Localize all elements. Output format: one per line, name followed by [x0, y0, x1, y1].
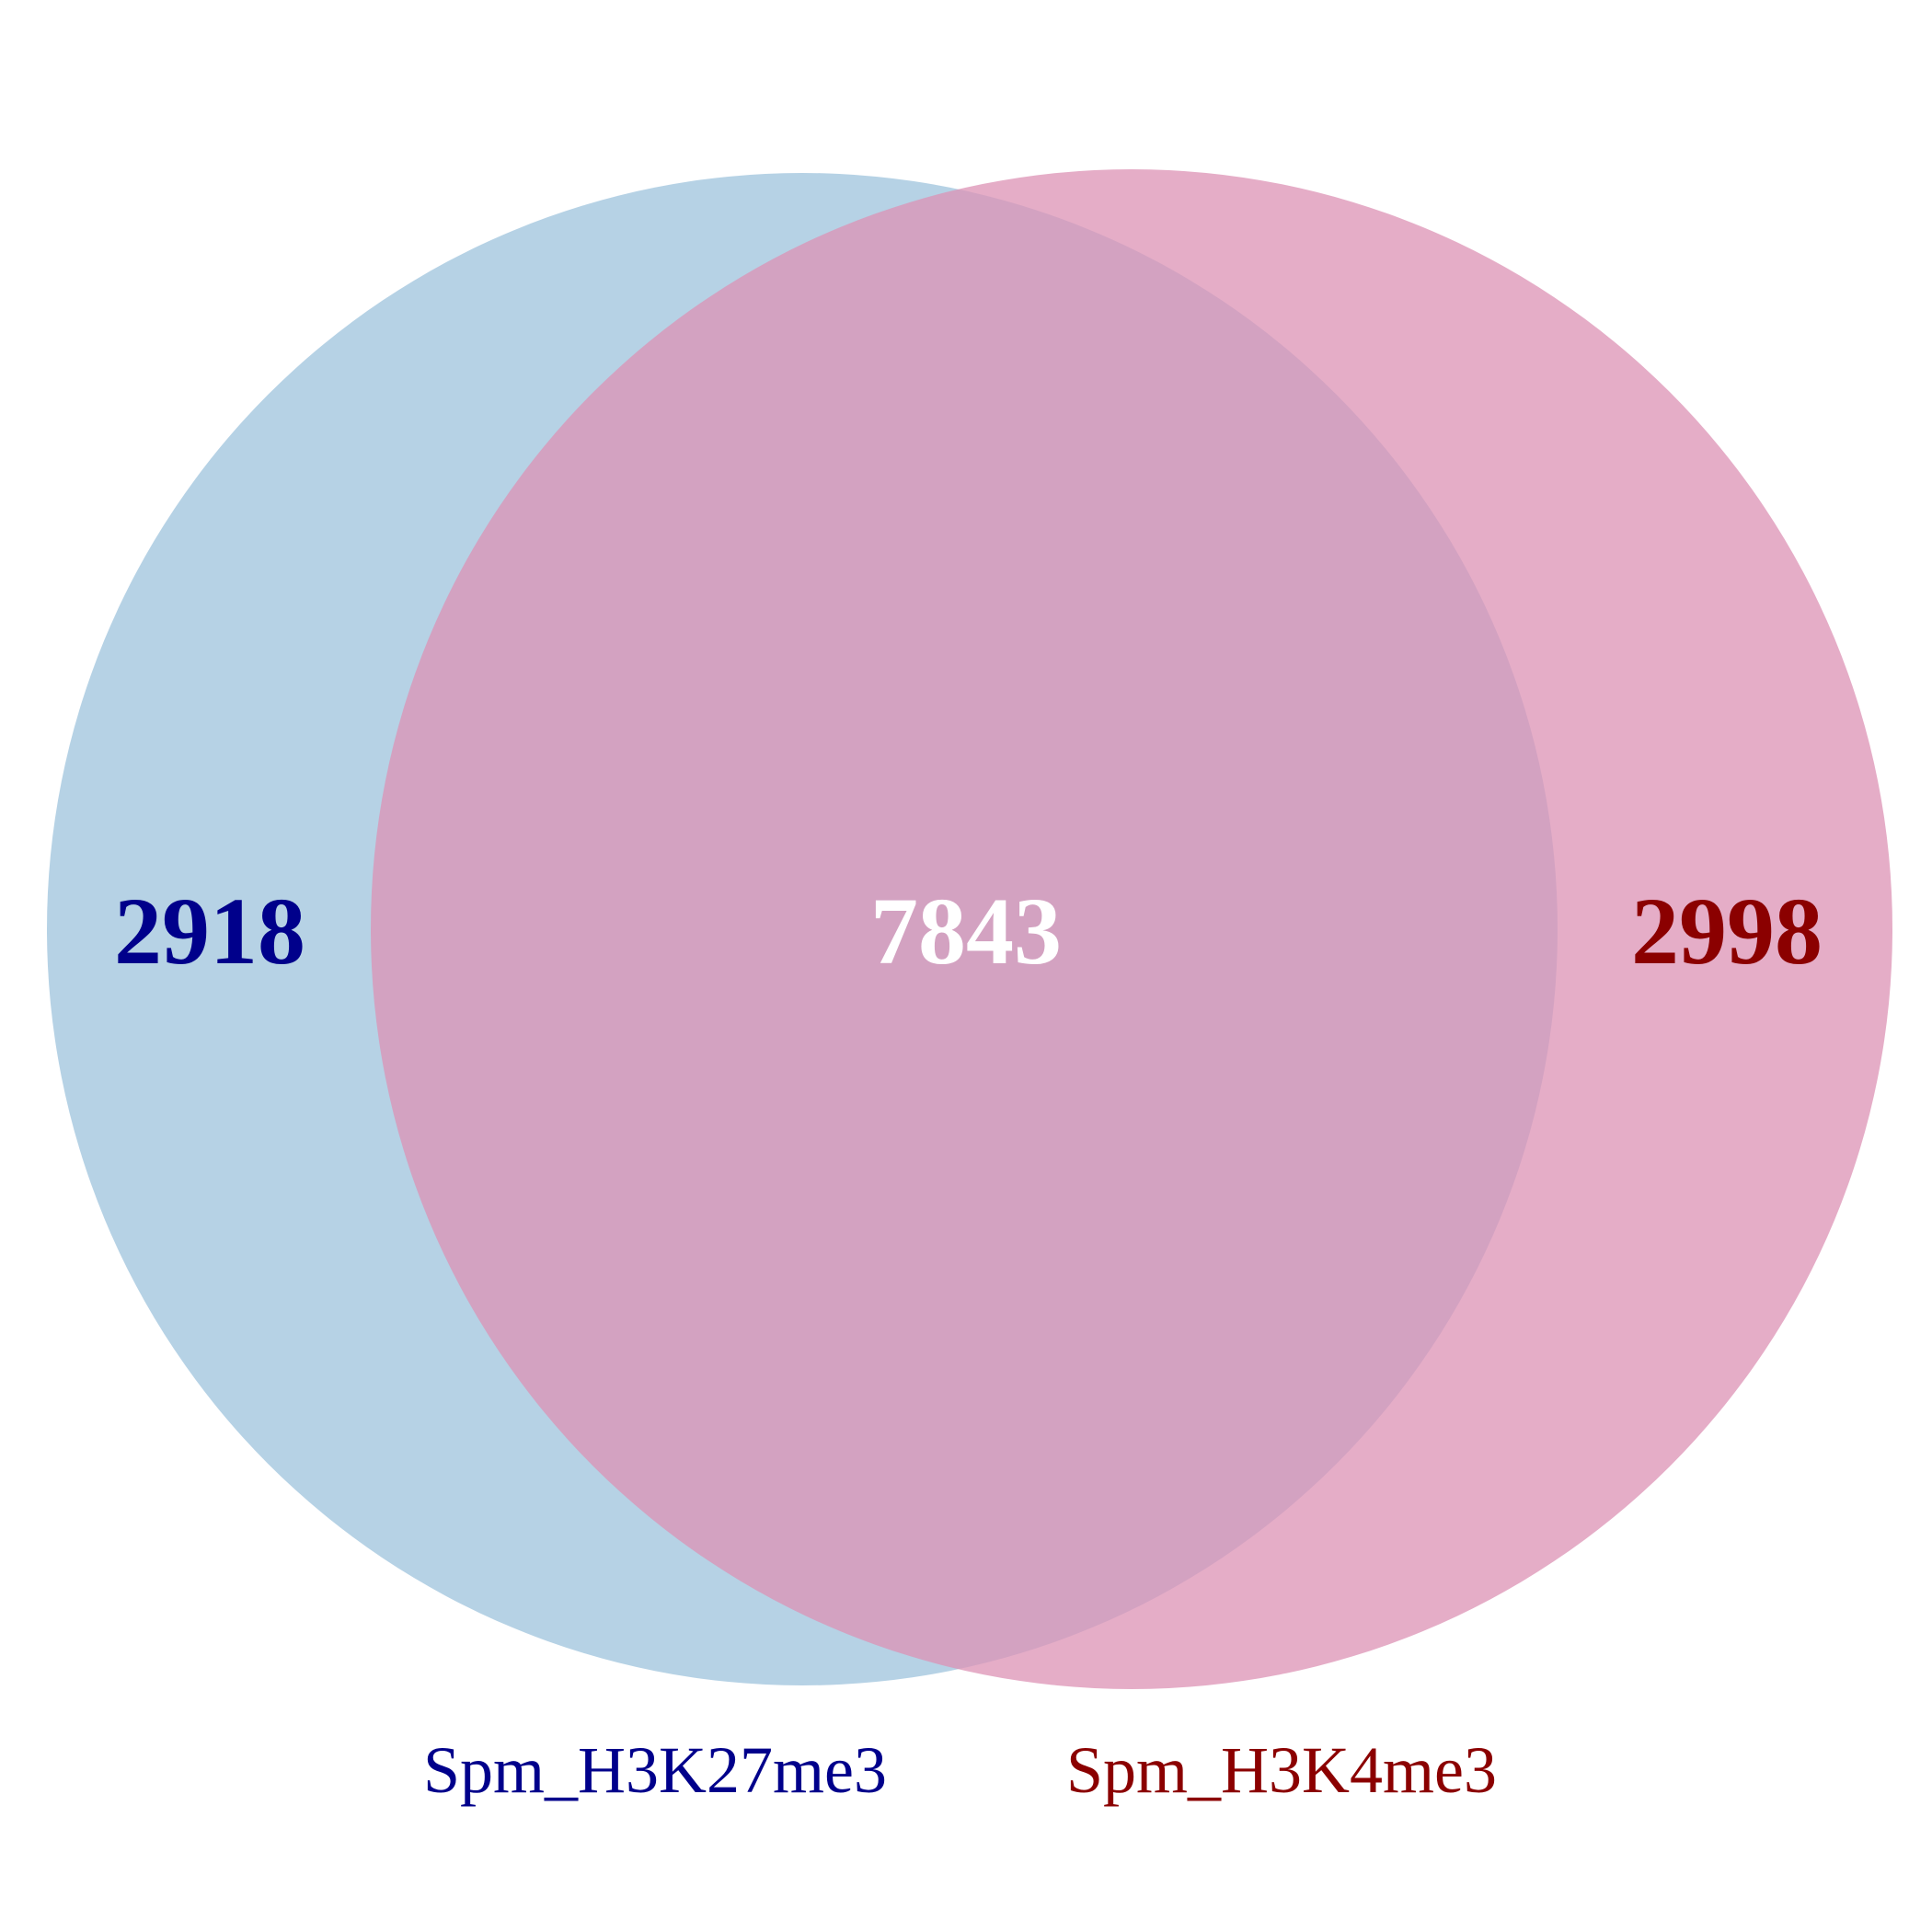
- venn-set-labels: Spm_H3K27me3 Spm_H3K4me3: [423, 1733, 1497, 1807]
- count-spm-h3k27me3-only: 2918: [114, 879, 305, 984]
- venn-counts: 2918 7843 2998: [114, 879, 1823, 984]
- count-spm-h3k4me3-only: 2998: [1631, 879, 1823, 984]
- set-label-spm-h3k4me3: Spm_H3K4me3: [1066, 1733, 1497, 1807]
- count-intersection: 7843: [870, 879, 1062, 984]
- set-label-spm-h3k27me3: Spm_H3K27me3: [423, 1733, 887, 1807]
- venn-circle-spm-h3k4me3: [371, 169, 1892, 1689]
- venn-circles: [47, 169, 1892, 1689]
